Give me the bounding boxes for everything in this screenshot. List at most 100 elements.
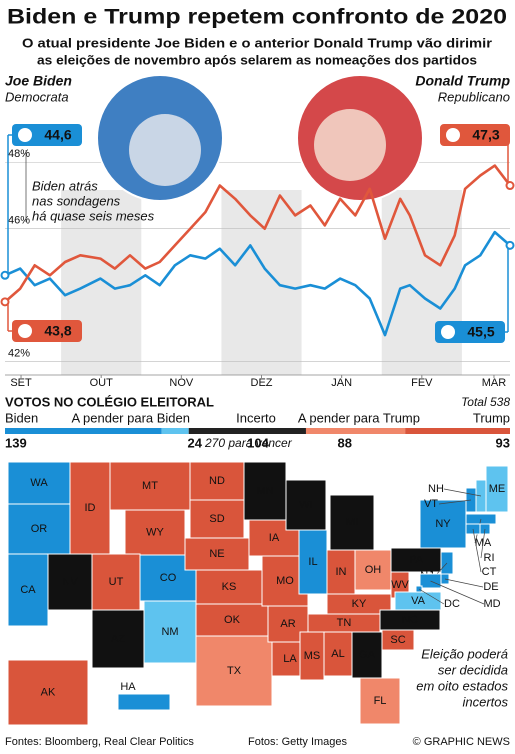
subtitle: O atual presidente Joe Biden e o anterio… [22, 35, 492, 50]
state [299, 631, 325, 681]
electoral-bar: VOTOS NO COLÉGIO ELEITORAL Total 538 Biden… [5, 394, 510, 450]
electoral-segment [305, 428, 406, 434]
total-label: Total 538 [461, 395, 510, 409]
state [390, 547, 442, 573]
state [109, 461, 191, 511]
state-label: MD [483, 598, 500, 610]
party-icon [441, 325, 455, 339]
y-tick-label: 42% [8, 348, 30, 360]
electoral-value: 93 [496, 435, 510, 450]
state-label: SD [209, 513, 224, 525]
threshold-label: 270 para vencer [204, 436, 293, 450]
state [298, 529, 328, 595]
state [419, 499, 467, 549]
state-label: IN [336, 566, 347, 578]
state-label: OH [365, 564, 382, 576]
state [189, 461, 245, 501]
state-leader [480, 528, 486, 559]
state-label: NV [62, 576, 78, 588]
state-label: RI [484, 552, 495, 564]
value-label: 45,5 [467, 324, 494, 340]
end-point [505, 240, 515, 250]
credit: © GRAPHIC NEWS [413, 736, 510, 748]
electoral-segment [161, 428, 189, 434]
us-map: WA OR CA NV ID MT WY UT AZ CO NM ND SD NE KS OK TX MN IA MO… [7, 461, 509, 726]
state-leader [418, 588, 445, 605]
state-label: AZ [111, 633, 125, 645]
section-title: VOTOS NO COLÉGIO ELEITORAL [5, 394, 214, 409]
electoral-segment [188, 428, 306, 434]
map-annotation: em oito estados [416, 678, 508, 693]
electoral-segment [5, 428, 162, 434]
electoral-value: 24 [188, 435, 203, 450]
state [143, 600, 197, 664]
state-leader [438, 499, 472, 505]
candidate-party: Republicano [438, 89, 510, 104]
state-label: WI [299, 499, 312, 511]
state [485, 465, 509, 513]
state-label: ME [489, 483, 506, 495]
month-band [381, 190, 462, 375]
photo-credit: Fotos: Getty Images [248, 736, 348, 748]
title: Biden e Trump repetem confronto de 2020 [7, 6, 507, 29]
state-label: NY [435, 518, 451, 530]
x-tick-label: SET [10, 377, 32, 389]
state-label: TN [337, 617, 352, 629]
state [359, 677, 401, 725]
x-tick-label: FEV [411, 377, 433, 389]
x-tick-label: OUT [90, 377, 114, 389]
state-label: CA [20, 584, 36, 596]
state-label: MI [346, 516, 358, 528]
electoral-category: Trump [473, 410, 510, 425]
line-chart: SET OUT NOV DEZ JAN FEV MAR 42% 46% 48% Biden atrá… [0, 73, 515, 389]
state [354, 549, 392, 591]
state [7, 461, 71, 505]
y-tick-label: 46% [8, 215, 30, 227]
state-leader [444, 578, 484, 588]
state [7, 659, 89, 726]
electoral-category: Incerto [236, 410, 276, 425]
value-box [12, 320, 82, 342]
state-label: LA [283, 653, 297, 665]
state-label: WY [146, 526, 164, 538]
state-label: FL [374, 695, 387, 707]
state-label: AL [331, 648, 344, 660]
state-label: AK [41, 686, 56, 698]
map-annotation: incertos [462, 694, 508, 709]
candidate-party: Democrata [5, 89, 69, 104]
value-label: 43,8 [44, 323, 71, 339]
end-point [0, 297, 10, 307]
state-label: HA [120, 681, 136, 693]
state-label: MO [276, 575, 294, 587]
state [117, 693, 171, 711]
state-label: KS [222, 581, 237, 593]
state [195, 635, 273, 707]
state-label: IL [308, 556, 317, 568]
value-label: 47,3 [472, 127, 499, 143]
map-annotation: ser decidida [438, 662, 508, 677]
state [7, 553, 49, 627]
state-label: GA [359, 649, 376, 661]
end-point [505, 181, 515, 191]
state-label: MT [142, 480, 158, 492]
electoral-category: Biden [5, 410, 38, 425]
annotation: há quase seis meses [32, 208, 155, 223]
value-box [440, 124, 510, 146]
month-band [61, 190, 142, 375]
state [195, 569, 263, 605]
electoral-category: A pender para Trump [298, 410, 420, 425]
y-tick-label: 48% [8, 148, 30, 160]
state-label: NH [428, 483, 444, 495]
state [124, 509, 186, 556]
state [7, 503, 71, 555]
state [323, 631, 353, 677]
state-label: CT [482, 566, 497, 578]
electoral-segment [405, 428, 510, 434]
state-label: DE [483, 581, 498, 593]
state-leader [472, 528, 482, 573]
party-icon [18, 324, 32, 338]
value-box [435, 321, 505, 343]
state [189, 499, 245, 539]
annotation: nas sondagens [32, 193, 121, 208]
